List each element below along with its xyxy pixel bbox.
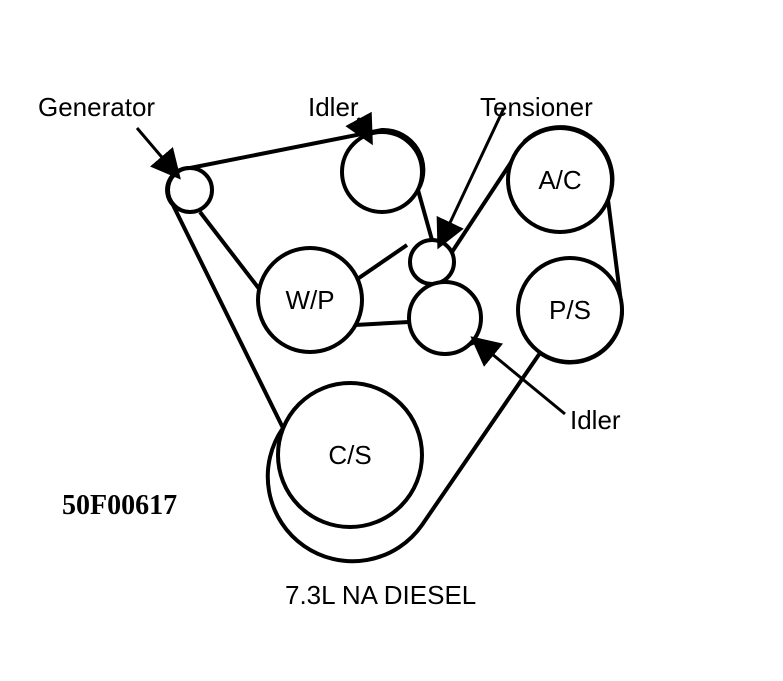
tensioner-pulley: [410, 240, 454, 284]
idler-bottom-label: Idler: [570, 405, 621, 436]
belt-segment: [355, 322, 409, 325]
idler-top-label: Idler: [308, 92, 359, 123]
ps-pulley-label: P/S: [549, 295, 591, 325]
generator-label: Generator: [38, 92, 155, 123]
ac-pulley-label: A/C: [538, 165, 581, 195]
tensioner-label: Tensioner: [480, 92, 593, 123]
caption-label: 7.3L NA DIESEL: [285, 580, 476, 611]
ref-number-label: 50F00617: [62, 490, 177, 522]
pointer-arrow: [137, 128, 177, 175]
cs-pulley-label: C/S: [328, 440, 371, 470]
wp-pulley-label: W/P: [285, 285, 334, 315]
belt-segment: [356, 245, 407, 280]
idler_top-pulley: [342, 132, 422, 212]
generator-pulley: [168, 168, 212, 212]
idler_bot-pulley: [409, 282, 481, 354]
